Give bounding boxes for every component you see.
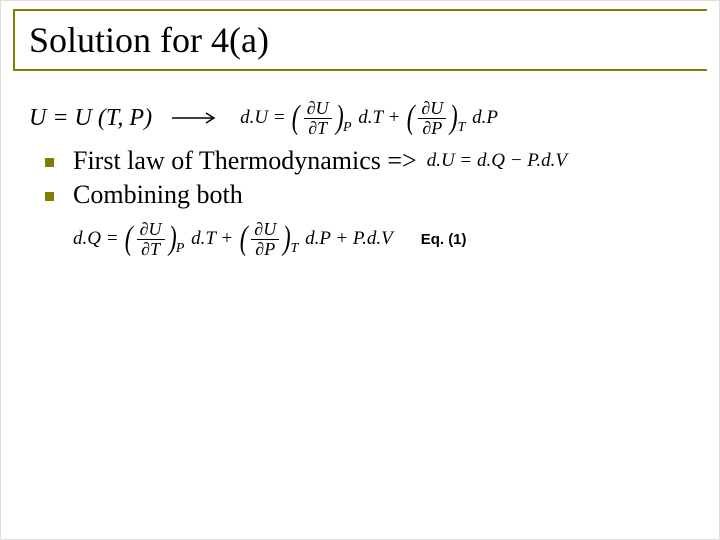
bullet-combining: Combining both [73,180,695,210]
u-function: U = U (T, P) [29,105,152,132]
title-block: Solution for 4(a) [1,1,719,71]
content-area: U = U (T, P) d.U = ( ∂U ∂T ) P d.T + ( [1,71,719,259]
slide: Solution for 4(a) U = U (T, P) d.U = ( ∂… [0,0,720,540]
du-lhs: d.U = [240,107,286,128]
du-term2: ( ∂U ∂P ) [405,99,460,138]
du-term1-tail: d.T + [358,107,400,128]
title-rule-bottom [13,69,707,71]
dq-row: d.Q = ( ∂U ∂T ) P d.T + ( ∂U ∂P ) [29,220,695,259]
dq-term1-sub: P [176,241,185,256]
bullet-list: First law of Thermodynamics => d.U = d.Q… [29,146,695,210]
dq-term1-num: ∂U [137,220,165,240]
dq-term2-sub: T [291,241,299,256]
dq-term1: ( ∂U ∂T ) [123,220,178,259]
du-term2-num: ∂U [418,99,446,119]
du-equation: d.U = ( ∂U ∂T ) P d.T + ( ∂U ∂P ) [240,99,498,138]
bullet2-text: Combining both [73,180,243,210]
du-term1: ( ∂U ∂T ) [290,99,345,138]
slide-title: Solution for 4(a) [29,19,273,61]
title-rule-left [13,9,15,71]
definition-row: U = U (T, P) d.U = ( ∂U ∂T ) P d.T + ( [29,99,695,138]
arrow-icon [170,111,222,125]
bullet-first-law: First law of Thermodynamics => d.U = d.Q… [73,146,695,176]
dq-term2-den: ∂P [251,240,279,259]
dq-lhs: d.Q = [73,228,119,249]
dq-term2-num: ∂U [251,220,279,240]
du-term1-sub: P [343,120,352,135]
eq-label: Eq. (1) [421,231,467,248]
bullet1-eq: d.U = d.Q − P.d.V [427,150,567,172]
dq-term2: ( ∂U ∂P ) [238,220,293,259]
du-term2-den: ∂P [418,119,446,138]
du-term1-den: ∂T [304,119,332,138]
dq-equation: d.Q = ( ∂U ∂T ) P d.T + ( ∂U ∂P ) [73,220,393,259]
dq-term1-tail: d.T + [191,228,233,249]
title-rule-top [13,9,707,11]
du-term2-tail: d.P [472,107,498,128]
dq-term1-den: ∂T [137,240,165,259]
dq-term2-tail: d.P + P.d.V [305,228,393,249]
bullet1-text: First law of Thermodynamics => [73,146,417,176]
du-term2-sub: T [458,120,466,135]
du-term1-num: ∂U [304,99,332,119]
